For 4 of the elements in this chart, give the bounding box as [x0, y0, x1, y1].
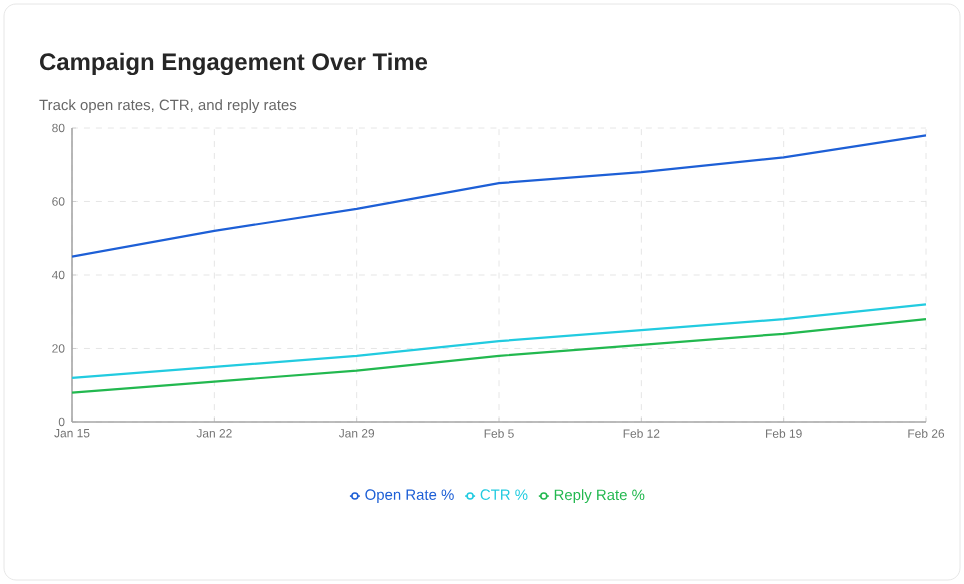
line-series: [70, 303, 928, 379]
line-series: [70, 134, 928, 258]
line-series: [70, 318, 928, 394]
chart-title: Campaign Engagement Over Time: [40, 52, 428, 76]
